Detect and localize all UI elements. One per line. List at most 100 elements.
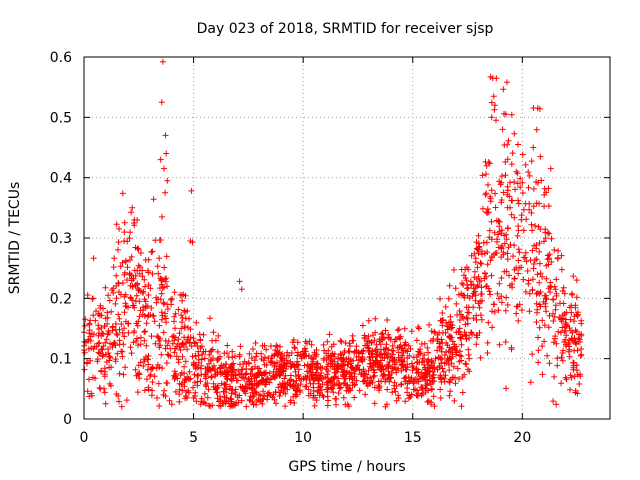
data-point [295, 382, 302, 389]
data-point [464, 309, 471, 316]
data-point [229, 361, 235, 368]
data-point [340, 361, 347, 368]
data-point [128, 209, 135, 216]
data-point [205, 367, 212, 374]
data-point [248, 366, 255, 373]
data-point [127, 257, 133, 263]
data-point [185, 389, 192, 396]
data-point [145, 282, 152, 288]
data-point [378, 336, 385, 343]
data-point [437, 295, 443, 302]
data-point [179, 297, 186, 304]
data-point [91, 343, 98, 350]
data-point [229, 367, 236, 374]
data-point [463, 304, 470, 311]
data-point [456, 325, 463, 332]
data-point [404, 380, 411, 387]
data-point [172, 310, 179, 317]
data-point [223, 361, 230, 368]
data-point [560, 347, 567, 354]
data-point [342, 375, 349, 382]
data-point [365, 317, 372, 324]
data-point [447, 333, 454, 339]
data-point [530, 203, 537, 210]
data-point [208, 374, 215, 381]
data-point [533, 200, 540, 207]
data-point [123, 397, 130, 404]
data-point [529, 287, 536, 294]
data-point [129, 204, 136, 211]
data-point [350, 357, 357, 364]
data-point [495, 307, 502, 314]
y-tick-label: 0.6 [50, 50, 72, 66]
data-point [488, 114, 495, 121]
data-point [491, 102, 498, 109]
data-point [461, 371, 468, 378]
data-point [484, 283, 490, 290]
data-point [491, 301, 498, 308]
data-point [98, 332, 105, 339]
data-point [192, 339, 199, 346]
data-point [517, 184, 524, 191]
data-point [533, 300, 540, 307]
data-point [166, 397, 173, 404]
data-point [330, 382, 336, 389]
data-points [81, 58, 585, 410]
data-point [113, 221, 120, 228]
data-point [547, 283, 554, 290]
data-point [496, 280, 503, 287]
data-point [185, 334, 192, 341]
data-point [176, 398, 183, 405]
data-point [141, 329, 148, 335]
data-point [100, 352, 107, 359]
data-point [431, 403, 438, 410]
data-point [507, 241, 514, 248]
data-point [112, 320, 119, 327]
data-point [574, 371, 581, 378]
data-point [325, 361, 332, 368]
data-point [504, 156, 511, 163]
data-point [95, 349, 102, 356]
data-point [502, 172, 509, 179]
data-point [125, 304, 131, 311]
data-point [395, 392, 402, 399]
data-point [375, 382, 382, 389]
data-point [471, 274, 478, 281]
data-point [113, 295, 120, 302]
data-point [236, 278, 243, 285]
data-point [108, 308, 115, 315]
data-point [386, 358, 393, 365]
data-point [202, 381, 209, 388]
data-point [132, 366, 139, 373]
data-point [567, 372, 574, 379]
data-point [542, 235, 549, 241]
data-point [455, 329, 462, 336]
data-point [511, 214, 518, 221]
data-point [248, 380, 255, 387]
data-point [263, 378, 270, 385]
data-point [485, 181, 491, 188]
data-point [98, 346, 105, 353]
data-point [121, 229, 128, 236]
data-point [374, 348, 381, 355]
data-point [95, 310, 102, 317]
data-point [446, 282, 453, 289]
data-point [456, 328, 462, 335]
data-point [298, 355, 305, 362]
data-point [428, 328, 435, 335]
data-point [546, 312, 553, 319]
data-point [438, 360, 445, 367]
data-point [345, 348, 352, 354]
data-point [508, 211, 515, 218]
data-point [504, 250, 511, 257]
data-point [458, 266, 465, 273]
data-point [437, 340, 444, 347]
data-point [287, 399, 294, 406]
data-point [236, 371, 243, 378]
data-point [402, 398, 409, 405]
data-point [179, 387, 186, 394]
data-point [491, 251, 497, 258]
data-point [238, 286, 245, 293]
data-point [345, 358, 352, 365]
data-point [141, 387, 148, 394]
